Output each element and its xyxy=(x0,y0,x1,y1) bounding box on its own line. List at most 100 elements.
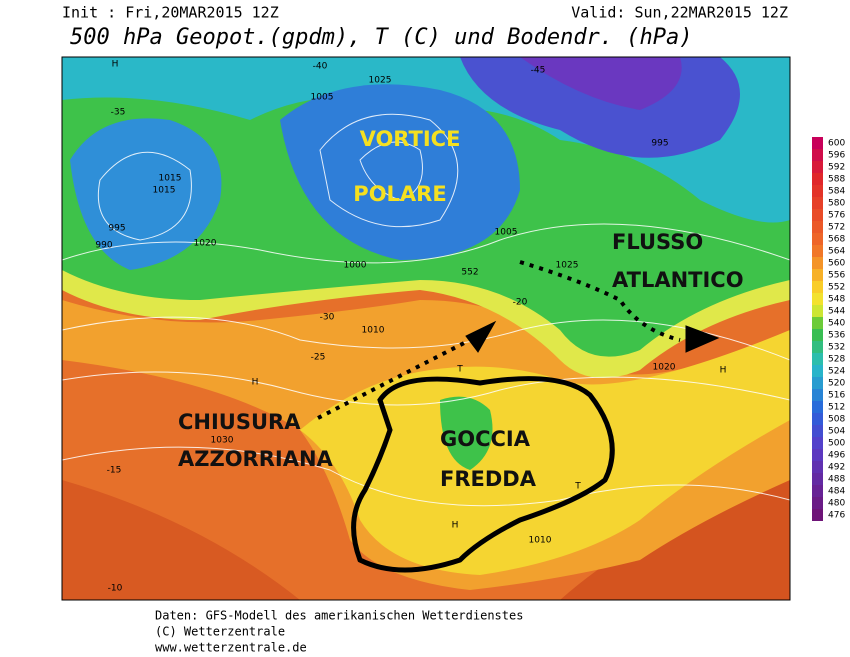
colorbar-cell xyxy=(812,473,823,485)
colorbar-cell xyxy=(812,401,823,413)
footer-line: (C) Wetterzentrale xyxy=(155,625,285,639)
overlays xyxy=(317,260,720,573)
colorbar-label: 492 xyxy=(828,463,845,473)
colorbar-cell xyxy=(812,245,823,257)
annotation: ATLANTICO xyxy=(612,268,744,292)
colorbar-cell xyxy=(812,185,823,197)
annotation: GOCCIA xyxy=(440,427,531,451)
map-label: 1020 xyxy=(653,363,676,373)
colorbar-cell xyxy=(812,233,823,245)
map-label: 552 xyxy=(461,268,478,278)
map-label: H xyxy=(452,521,459,531)
colorbar-cell xyxy=(812,329,823,341)
colorbar-cell xyxy=(812,365,823,377)
map-label: H xyxy=(720,366,727,376)
colorbar-cell xyxy=(812,377,823,389)
map-label: 1015 xyxy=(159,174,182,184)
footer-line: Daten: GFS-Modell des amerikanischen Wet… xyxy=(155,609,523,623)
isobars xyxy=(62,113,790,507)
cold-pool xyxy=(440,396,493,470)
colorbar-label: 536 xyxy=(828,331,845,341)
colorbar-cell xyxy=(812,197,823,209)
arrow-head xyxy=(465,320,497,353)
colorbar-label: 600 xyxy=(828,139,845,149)
colorbar-cell xyxy=(812,173,823,185)
map-label: H xyxy=(252,378,259,388)
map-label: 1005 xyxy=(495,228,518,238)
colorbar-cell xyxy=(812,509,823,521)
colorbar-cell xyxy=(812,497,823,509)
colorbar-label: 484 xyxy=(828,487,845,497)
colorbar-cell xyxy=(812,281,823,293)
map-label: 1015 xyxy=(153,186,176,196)
colorbar-cell xyxy=(812,317,823,329)
colorbar-label: 524 xyxy=(828,367,845,377)
low-atlantic xyxy=(70,118,222,270)
colorbar-label: 544 xyxy=(828,307,845,317)
map-label: 1005 xyxy=(311,93,334,103)
low-arctic-core xyxy=(520,57,682,110)
map-label: T xyxy=(456,365,463,375)
map-frame xyxy=(61,56,791,601)
map-title: 500 hPa Geopot.(gpdm), T (C) und Bodendr… xyxy=(70,25,693,50)
goccia-contour xyxy=(351,376,615,573)
map-label: 1000 xyxy=(344,261,367,271)
colorbar-label: 588 xyxy=(828,175,845,185)
colorbar-cell xyxy=(812,353,823,365)
warm-core xyxy=(560,480,790,600)
colorbar-cell xyxy=(812,257,823,269)
valid-time: Valid: Sun,22MAR2015 12Z xyxy=(571,4,788,22)
colorbar: 600 596 592 588 584 580 576 572 568 564 560 556 552 5… xyxy=(812,137,845,521)
colorbar-cell xyxy=(812,209,823,221)
colorbar-cell xyxy=(812,437,823,449)
annotation: CHIUSURA xyxy=(178,410,301,434)
colorbar-cell xyxy=(812,305,823,317)
colorbar-label: 560 xyxy=(828,259,845,269)
colorbar-label: 504 xyxy=(828,427,845,437)
annotation: FLUSSO xyxy=(612,230,703,254)
colorbar-label: 572 xyxy=(828,223,845,233)
colorbar-label: 512 xyxy=(828,403,845,413)
colorbar-label: 532 xyxy=(828,343,845,353)
annotation: POLARE xyxy=(353,182,446,206)
colorbar-cell xyxy=(812,137,823,149)
colorbar-label: 592 xyxy=(828,163,845,173)
footer-line: www.wetterzentrale.de xyxy=(155,641,307,655)
colorbar-cell xyxy=(812,293,823,305)
map-label: -10 xyxy=(108,584,123,594)
map-label: -45 xyxy=(531,66,546,76)
init-time: Init : Fri,20MAR2015 12Z xyxy=(62,4,279,22)
colorbar-label: 488 xyxy=(828,475,845,485)
map-label: 1025 xyxy=(369,76,392,86)
map-label: 995 xyxy=(651,139,668,149)
colorbar-label: 580 xyxy=(828,199,845,209)
map-label: -20 xyxy=(513,298,528,308)
colorbar-label: 548 xyxy=(828,295,845,305)
colorbar-cell xyxy=(812,161,823,173)
colorbar-cell xyxy=(812,461,823,473)
colorbar-label: 496 xyxy=(828,451,845,461)
annotation: FREDDA xyxy=(440,467,537,491)
annotation: VORTICE xyxy=(360,127,461,151)
map-label: H xyxy=(112,60,119,70)
low-polar xyxy=(280,84,520,261)
colorbar-label: 480 xyxy=(828,499,845,509)
colorbar-cell xyxy=(812,269,823,281)
map-field: H 1025 1005 995 990 1000 1015 1020 -35 -30 -25 -20 -… xyxy=(62,57,790,600)
map-label: -25 xyxy=(311,353,326,363)
colorbar-label: 552 xyxy=(828,283,845,293)
colorbar-cell xyxy=(812,221,823,233)
colorbar-label: 508 xyxy=(828,415,845,425)
map-label: T xyxy=(574,482,581,492)
map-label: 995 xyxy=(108,224,125,234)
colorbar-label: 516 xyxy=(828,391,845,401)
map-label: 1010 xyxy=(362,326,385,336)
colorbar-label: 596 xyxy=(828,151,845,161)
map-label: 990 xyxy=(95,241,112,251)
colorbar-label: 556 xyxy=(828,271,845,281)
map-label: -15 xyxy=(107,466,122,476)
colorbar-label: 540 xyxy=(828,319,845,329)
colorbar-label: 528 xyxy=(828,355,845,365)
